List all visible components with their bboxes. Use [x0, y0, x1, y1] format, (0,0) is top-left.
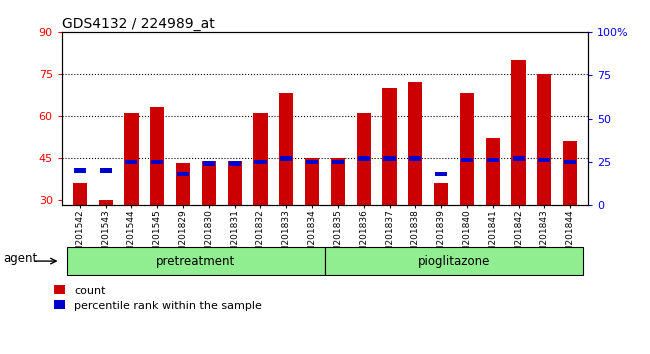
Bar [325, 247, 583, 275]
Bar [280, 156, 292, 161]
Bar [229, 161, 240, 166]
Bar [73, 183, 87, 284]
Bar [124, 113, 138, 284]
Bar [513, 156, 525, 161]
Bar [202, 161, 216, 284]
Bar [280, 93, 293, 284]
Bar [538, 158, 551, 162]
Bar [151, 160, 163, 164]
Text: pretreatment: pretreatment [157, 255, 235, 268]
Bar [460, 93, 474, 284]
Bar [538, 74, 551, 284]
Bar [67, 247, 325, 275]
Bar [99, 169, 112, 173]
Bar [331, 158, 345, 284]
Text: agent: agent [3, 252, 37, 264]
Legend: count, percentile rank within the sample: count, percentile rank within the sample [55, 285, 262, 310]
Bar [461, 158, 473, 162]
Bar [125, 160, 137, 164]
Bar [384, 156, 396, 161]
Bar [150, 107, 164, 284]
Bar [357, 113, 370, 284]
Bar [332, 160, 344, 164]
Bar [435, 172, 447, 176]
Bar [564, 160, 576, 164]
Bar [254, 160, 266, 164]
Bar [563, 141, 577, 284]
Bar [254, 113, 268, 284]
Bar [74, 169, 86, 173]
Bar [487, 158, 499, 162]
Bar [305, 158, 319, 284]
Bar [434, 183, 448, 284]
Bar [306, 160, 318, 164]
Bar [486, 138, 500, 284]
Bar [382, 88, 396, 284]
Bar [408, 82, 422, 284]
Bar [99, 200, 112, 284]
Bar [358, 156, 370, 161]
Bar [227, 161, 242, 284]
Bar [512, 60, 526, 284]
Text: pioglitazone: pioglitazone [418, 255, 490, 268]
Bar [176, 163, 190, 284]
Bar [410, 156, 421, 161]
Bar [203, 161, 215, 166]
Text: GDS4132 / 224989_at: GDS4132 / 224989_at [62, 17, 214, 31]
Bar [177, 172, 189, 176]
